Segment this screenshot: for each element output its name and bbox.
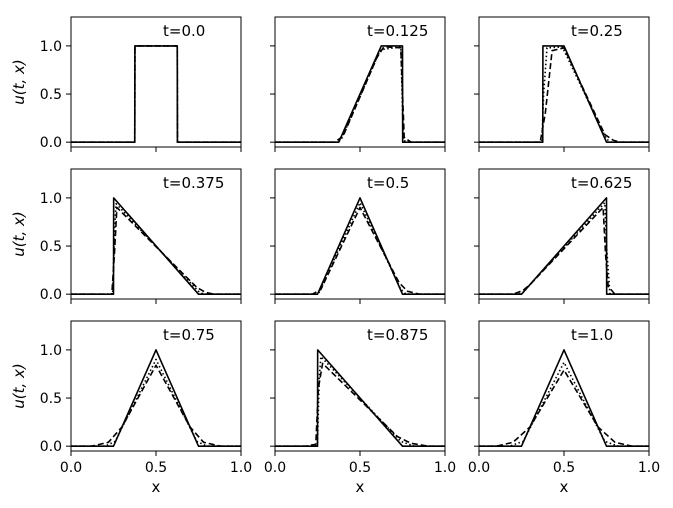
time-annotation: t=0.75: [163, 326, 215, 344]
x-tick-label: 1.0: [434, 460, 456, 476]
x-tick-label: 0.0: [264, 460, 286, 476]
series-dashed-line: [71, 206, 241, 295]
series-dotted-line: [71, 358, 241, 447]
y-tick-label: 1.0: [40, 191, 62, 207]
x-tick-label: 0.5: [553, 460, 575, 476]
y-axis-label: u(t, x): [10, 59, 28, 105]
series-dashed-line: [71, 364, 241, 447]
time-annotation: t=1.0: [571, 326, 613, 344]
panel-8: 0.0 0.5 1.0 t=0.875 x: [264, 320, 456, 496]
panel-5-lines: [275, 197, 445, 295]
x-axis-label: x: [356, 478, 365, 496]
panel-frame: [478, 320, 650, 452]
panel-7-lines: [71, 349, 241, 447]
series-solid-line: [71, 349, 241, 447]
series-solid-line: [479, 197, 649, 295]
y-tick-label: 0.5: [40, 239, 62, 255]
series-solid-line: [275, 349, 445, 447]
panel-frame: [478, 16, 650, 148]
time-annotation: t=0.0: [163, 22, 205, 40]
panel-frame: [274, 168, 446, 300]
y-axis-label: u(t, x): [10, 363, 28, 409]
time-annotation: t=0.625: [571, 174, 632, 192]
series-dotted-line: [479, 201, 649, 295]
series-solid-line: [71, 45, 241, 143]
x-tick-label: 1.0: [638, 460, 660, 476]
panel-4-lines: [71, 197, 241, 295]
x-tick-label: 0.0: [468, 460, 490, 476]
y-tick-label: 0.5: [40, 391, 62, 407]
series-dashed-line: [479, 206, 649, 295]
series-solid-line: [479, 45, 649, 143]
y-tick-label: 1.0: [40, 39, 62, 55]
time-annotation: t=0.375: [163, 174, 224, 192]
time-annotation: t=0.875: [367, 326, 428, 344]
panel-frame: [70, 320, 242, 452]
x-tick-label: 0.5: [349, 460, 371, 476]
x-tick-label: 1.0: [230, 460, 252, 476]
series-dashed-line: [275, 362, 445, 447]
panel-5: t=0.5: [270, 168, 446, 304]
panel-3-lines: [479, 45, 649, 143]
y-tick-label: 0.0: [40, 439, 62, 455]
panel-1-lines: [71, 45, 241, 143]
x-tick-label: 0.5: [145, 460, 167, 476]
y-tick-label: 0.5: [40, 87, 62, 103]
y-tick-label: 0.0: [40, 135, 62, 151]
series-dashed-line: [275, 206, 445, 295]
time-annotation: t=0.5: [367, 174, 409, 192]
series-dotted-line: [479, 46, 649, 143]
panel-7: 0.0 0.5 1.0 0.0 0.5 1.0 t=0.75 x u(t, x): [10, 320, 252, 496]
panel-1: 0.0 0.5 1.0 t=0.0 u(t, x): [10, 16, 242, 152]
x-axis-label: x: [560, 478, 569, 496]
panel-8-lines: [275, 349, 445, 447]
panel-6-lines: [479, 197, 649, 295]
series-dashed-line: [479, 369, 649, 447]
time-annotation: t=0.25: [571, 22, 623, 40]
panel-frame: [70, 16, 242, 148]
panel-3: t=0.25: [474, 16, 650, 152]
y-tick-label: 0.0: [40, 287, 62, 303]
series-dashed-line: [479, 47, 649, 143]
series-dotted-line: [275, 355, 445, 447]
series-dashed-line: [275, 46, 445, 143]
series-solid-line: [479, 349, 649, 447]
y-tick-label: 1.0: [40, 343, 62, 359]
series-dashed-line: [71, 45, 241, 143]
y-axis-label: u(t, x): [10, 211, 28, 257]
x-axis-label: x: [152, 478, 161, 496]
panel-2-lines: [275, 45, 445, 143]
series-dotted-line: [275, 201, 445, 295]
x-tick-label: 0.0: [60, 460, 82, 476]
series-solid-line: [275, 45, 445, 143]
time-annotation: t=0.125: [367, 22, 428, 40]
panel-4: 0.0 0.5 1.0 t=0.375 u(t, x): [10, 168, 242, 304]
panel-9: 0.0 0.5 1.0 t=1.0 x: [468, 320, 660, 496]
panel-9-lines: [479, 349, 649, 447]
series-dotted-line: [71, 202, 241, 295]
series-dotted-line: [479, 361, 649, 447]
panel-6: t=0.625: [474, 168, 650, 304]
series-dotted-line: [71, 45, 241, 143]
series-solid-line: [275, 197, 445, 295]
panel-2: t=0.125: [270, 16, 446, 152]
